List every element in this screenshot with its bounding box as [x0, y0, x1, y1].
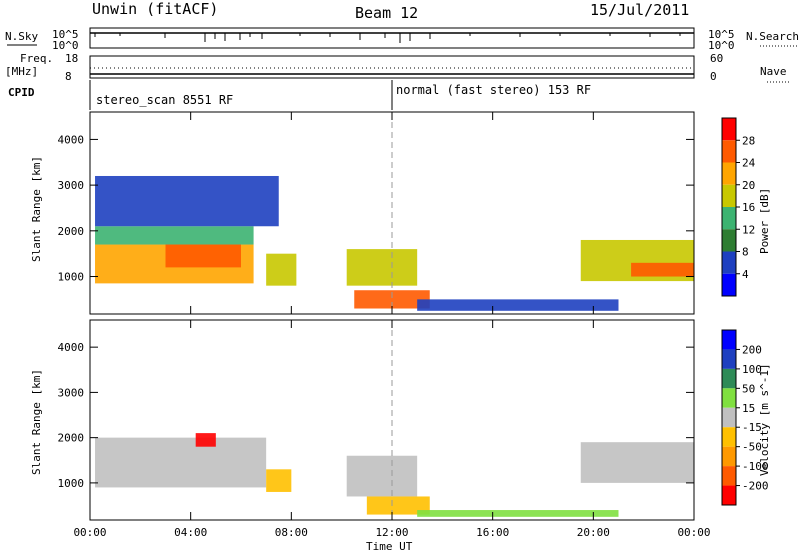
colorbar-tick-label: 20 [742, 179, 755, 192]
mode-label-0: stereo_scan 8551 RF [96, 93, 233, 107]
ylabel-power: Slant Range [km] [30, 156, 43, 262]
nsearch-label: N.Search [746, 30, 799, 43]
x-tick-label: 08:00 [275, 526, 308, 539]
ylabel-velocity: Slant Range [km] [30, 369, 43, 475]
colorbar-swatch [722, 251, 736, 274]
xlabel: Time UT [366, 540, 413, 553]
x-tick-labels: 00:00 04:00 08:00 12:00 16:00 20:00 00:00 [73, 526, 710, 539]
data-region-4 [366, 496, 430, 515]
y-tick-label: 3000 [58, 179, 85, 192]
data-region-6 [580, 442, 694, 483]
freq-unit: [MHz] [5, 65, 38, 78]
velocity-colorbar: 200 100 50 15 -15 -50 -100 -200 [721, 329, 769, 506]
colorbar-swatch [722, 140, 736, 163]
freq-label: Freq. [20, 52, 53, 65]
colorbar-swatch [722, 388, 736, 408]
title-right: 15/Jul/2011 [590, 1, 689, 19]
data-region-1 [95, 226, 254, 245]
colorbar-tick-label: 8 [742, 246, 749, 259]
colorbar-swatch [722, 407, 736, 428]
colorbar-swatch [722, 427, 736, 447]
x-tick-label: 00:00 [677, 526, 710, 539]
nave-tick-bottom: 0 [710, 70, 717, 83]
title-left: Unwin (fitACF) [92, 0, 218, 18]
colorbar-swatch [722, 162, 736, 185]
x-tick-label: 12:00 [375, 526, 408, 539]
title-center: Beam 12 [355, 4, 418, 22]
colorbar-tick-label: 24 [742, 157, 756, 170]
colorbar-swatch [722, 485, 736, 505]
y-tick-label: 2000 [58, 225, 85, 238]
data-region-4 [266, 253, 297, 286]
power-colorbar-label: Power [dB] [758, 188, 771, 254]
data-region-5 [346, 249, 418, 286]
nave-label: Nave [760, 65, 787, 78]
data-region-9 [631, 262, 694, 277]
colorbar-tick-label: 28 [742, 134, 755, 147]
y-tick-label: 1000 [58, 271, 85, 284]
nsky-tick-top: 10^5 [52, 28, 79, 41]
colorbar-swatch [722, 184, 736, 207]
colorbar-swatch [722, 330, 736, 350]
mode-label-1: normal (fast stereo) 153 RF [396, 83, 591, 97]
power-panel: 1000 2000 3000 4000 [58, 111, 695, 315]
cpid-label: CPID [8, 86, 35, 99]
colorbar-tick-label: 12 [742, 223, 755, 236]
data-region-3 [165, 244, 241, 268]
x-tick-label: 16:00 [476, 526, 509, 539]
colorbar-swatch [722, 273, 736, 296]
data-region-5 [417, 510, 619, 517]
velocity-panel: 1000 2000 3000 4000 [58, 319, 695, 521]
nsky-tick-top-right: 10^5 [708, 28, 735, 41]
y-tick-label: 4000 [58, 341, 85, 354]
data-region-3 [346, 455, 418, 497]
colorbar-tick-label: 200 [742, 343, 762, 356]
nsky-tick-bottom-right: 10^0 [708, 39, 735, 52]
data-region-7 [417, 299, 619, 311]
data-region-2 [95, 175, 279, 227]
x-tick-label: 00:00 [73, 526, 106, 539]
y-tick-label: 4000 [58, 133, 85, 146]
colorbar-swatch [722, 466, 736, 486]
colorbar-swatch [722, 368, 736, 389]
colorbar-tick-label: 50 [742, 382, 755, 395]
data-region-1 [195, 433, 216, 447]
colorbar-swatch [722, 229, 736, 252]
velocity-colorbar-label: Velocity [m s^-1] [758, 363, 771, 476]
colorbar-tick-label: 15 [742, 402, 755, 415]
colorbar-tick-label: 100 [742, 363, 762, 376]
data-region-0 [95, 437, 267, 488]
colorbar-tick-label: -50 [742, 441, 762, 454]
colorbar-tick-label: 4 [742, 268, 749, 281]
nsky-tick-bottom: 10^0 [52, 39, 79, 52]
nave-tick-top: 60 [710, 52, 723, 65]
nsky-label: N.Sky [5, 30, 38, 43]
freq-tick-top: 18 [65, 52, 78, 65]
cpid-panel: CPID stereo_scan 8551 RF normal (fast st… [8, 80, 591, 110]
y-tick-label: 1000 [58, 477, 85, 490]
y-tick-label: 3000 [58, 386, 85, 399]
y-tick-label: 2000 [58, 432, 85, 445]
nsky-panel: N.Sky 10^5 10^0 10^5 10^0 N.Search [5, 27, 799, 52]
colorbar-tick-label: -15 [742, 421, 762, 434]
colorbar-frame [721, 329, 737, 506]
data-region-2 [266, 469, 292, 492]
colorbar-swatch [722, 446, 736, 467]
data-region-6 [354, 290, 430, 309]
colorbar-swatch [722, 118, 736, 141]
colorbar-swatch [722, 207, 736, 230]
power-colorbar: 28 24 20 16 12 8 4 [721, 117, 756, 297]
colorbar-swatch [722, 349, 736, 369]
freq-tick-bottom: 8 [65, 70, 72, 83]
colorbar-tick-label: 16 [742, 201, 755, 214]
x-tick-label: 20:00 [577, 526, 610, 539]
freq-panel: Freq. [MHz] 18 8 60 0 Nave [5, 52, 790, 83]
x-tick-label: 04:00 [174, 526, 207, 539]
colorbar-tick-label: -100 [742, 460, 769, 473]
colorbar-tick-label: -200 [742, 480, 769, 493]
